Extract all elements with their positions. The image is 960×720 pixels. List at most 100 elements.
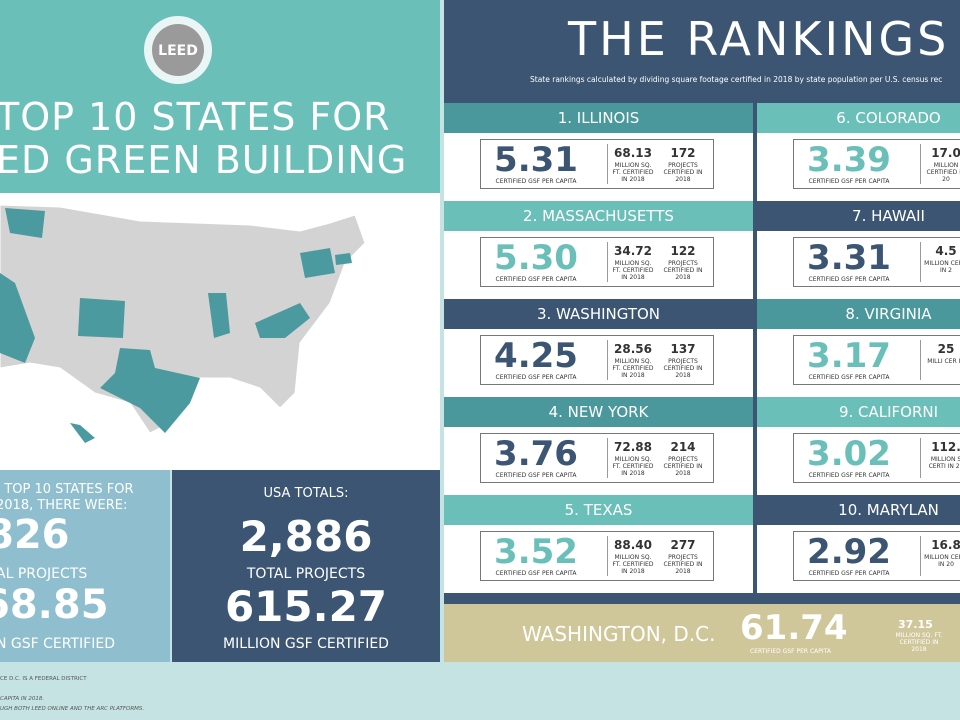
card-box: 3.76 CERTIFIED GSF PER CAPITA 72.88 MILLION… — [480, 433, 714, 483]
projects: 122 — [670, 244, 696, 258]
card-body: 5.31 CERTIFIED GSF PER CAPITA 68.13 MILLION… — [444, 133, 753, 201]
divider — [607, 144, 608, 184]
usa-panel: USA TOTALS: 2,886 TOTAL PROJECTS 615.27 … — [172, 470, 440, 662]
title: ED GREEN BUILDING — [0, 138, 408, 182]
divider — [607, 242, 608, 282]
card-box: 3.17 CERTIFIED GSF PER CAPITA 25 MILLI CER … — [793, 335, 960, 385]
sqft-label: MILLION CERTI IN 20 — [924, 554, 960, 568]
card-box: 3.39 CERTIFIED GSF PER CAPITA 17.0 MILLION … — [793, 139, 960, 189]
sqft: 28.56 — [614, 342, 652, 356]
card-header: 6. COLORADO — [757, 103, 960, 133]
card-header: 8. VIRGINIA — [757, 299, 960, 329]
sqft: 72.88 — [614, 440, 652, 454]
card-box: 2.92 CERTIFIED GSF PER CAPITA 16.8 MILLION … — [793, 531, 960, 581]
gsf: 3.02 — [807, 434, 891, 474]
card-body: 4.25 CERTIFIED GSF PER CAPITA 28.56 MILLION… — [444, 329, 753, 397]
sqft-label: MILLION CERTI IN 2 — [924, 260, 960, 274]
sqft: 16.8 — [931, 538, 960, 552]
ranking-card: 1. ILLINOIS 5.31 CERTIFIED GSF PER CAPITA 6… — [444, 103, 753, 201]
title: TOP 10 STATES FOR — [0, 95, 391, 139]
gsf-label: CERTIFIED GSF PER CAPITA — [808, 570, 890, 577]
divider — [607, 438, 608, 478]
gsf-label: CERTIFIED GSF PER CAPITA — [808, 276, 890, 283]
card-header: 2. MASSACHUSETTS — [444, 201, 753, 231]
projects-label: PROJECTS CERTIFIED IN 2018 — [663, 260, 703, 281]
card-header: 9. CALIFORNI — [757, 397, 960, 427]
state — [5, 208, 45, 238]
number: 68.85 — [0, 582, 109, 628]
gsf: 2.92 — [807, 532, 891, 572]
projects-label: PROJECTS CERTIFIED IN 2018 — [663, 456, 703, 477]
card-body: 3.02 CERTIFIED GSF PER CAPITA 112. MILLION … — [757, 427, 960, 495]
ranking-card: 8. VIRGINIA 3.17 CERTIFIED GSF PER CAPITA 2… — [757, 299, 960, 397]
card-header: 5. TEXAS — [444, 495, 753, 525]
footnotes: CE D.C. IS A FEDERAL DISTRICT CAPITA IN … — [0, 662, 960, 720]
dc-number: 61.74 — [740, 608, 848, 648]
state — [70, 423, 95, 443]
gsf: 3.17 — [807, 336, 891, 376]
sqft: 25 — [937, 342, 955, 356]
gsf: 3.31 — [807, 238, 891, 278]
projects: 137 — [670, 342, 696, 356]
card-body: 3.76 CERTIFIED GSF PER CAPITA 72.88 MILLION… — [444, 427, 753, 495]
projects-label: PROJECTS CERTIFIED IN 2018 — [663, 554, 703, 575]
sqft: 68.13 — [614, 146, 652, 160]
logo: LEED — [144, 16, 212, 84]
card-body: 3.17 CERTIFIED GSF PER CAPITA 25 MILLI CER … — [757, 329, 960, 397]
sqft: 4.5 — [935, 244, 957, 258]
divider — [920, 536, 921, 576]
state — [0, 273, 35, 363]
text: 2018, THERE WERE: — [0, 498, 128, 513]
state — [335, 253, 352, 265]
divider — [920, 242, 921, 282]
ranking-card: 3. WASHINGTON 4.25 CERTIFIED GSF PER CAPIT… — [444, 299, 753, 397]
map-area — [0, 193, 440, 470]
text: USA TOTALS: — [263, 486, 349, 501]
card-header: 7. HAWAII — [757, 201, 960, 231]
state — [255, 303, 310, 338]
card-box: 5.31 CERTIFIED GSF PER CAPITA 68.13 MILLION… — [480, 139, 714, 189]
rankings-panel: THE RANKINGS State rankings calculated b… — [444, 0, 960, 662]
projects: 277 — [670, 538, 696, 552]
gsf-label: CERTIFIED GSF PER CAPITA — [495, 472, 577, 479]
card-box: 5.30 CERTIFIED GSF PER CAPITA 34.72 MILLION… — [480, 237, 714, 287]
gsf-label: CERTIFIED GSF PER CAPITA — [808, 472, 890, 479]
ranking-card: 4. NEW YORK 3.76 CERTIFIED GSF PER CAPITA 7… — [444, 397, 753, 495]
sqft-label: MILLION SQ. FT. CERTIFIED IN 2018 — [612, 162, 654, 183]
gsf-label: CERTIFIED GSF PER CAPITA — [495, 178, 577, 185]
sqft: 88.40 — [614, 538, 652, 552]
subtitle: State rankings calculated by dividing sq… — [530, 75, 943, 84]
card-body: 3.52 CERTIFIED GSF PER CAPITA 88.40 MILLION… — [444, 525, 753, 593]
card-body: 2.92 CERTIFIED GSF PER CAPITA 16.8 MILLION … — [757, 525, 960, 593]
map — [0, 204, 366, 443]
sqft-label: MILLI CER IN — [927, 358, 960, 365]
text: E TOP 10 STATES FOR — [0, 482, 134, 497]
card-header: 10. MARYLAN — [757, 495, 960, 525]
gsf-label: CERTIFIED GSF PER CAPITA — [808, 374, 890, 381]
left-header: LEED TOP 10 STATES FOR ED GREEN BUILDING — [0, 0, 440, 193]
number: 2,886 — [239, 512, 373, 561]
ranking-card: 10. MARYLAN 2.92 CERTIFIED GSF PER CAPITA 1… — [757, 495, 960, 593]
top10-panel: E TOP 10 STATES FOR 2018, THERE WERE: 82… — [0, 470, 170, 662]
ranking-card: 2. MASSACHUSETTS 5.30 CERTIFIED GSF PER CA… — [444, 201, 753, 299]
projects-label: PROJECTS CERTIFIED IN 2018 — [663, 358, 703, 379]
gsf: 4.25 — [494, 336, 578, 376]
card-body: 3.39 CERTIFIED GSF PER CAPITA 17.0 MILLION … — [757, 133, 960, 201]
card-header: 4. NEW YORK — [444, 397, 753, 427]
gsf: 3.52 — [494, 532, 578, 572]
dc-sqft: 37.15 — [898, 618, 933, 631]
state — [78, 298, 125, 338]
projects: 172 — [670, 146, 696, 160]
rankings-title: THE RANKINGS — [568, 12, 950, 66]
gsf-label: CERTIFIED GSF PER CAPITA — [495, 570, 577, 577]
ranking-card: 7. HAWAII 3.31 CERTIFIED GSF PER CAPITA 4.5… — [757, 201, 960, 299]
gsf: 3.39 — [807, 140, 891, 180]
ranking-card: 6. COLORADO 3.39 CERTIFIED GSF PER CAPITA 1… — [757, 103, 960, 201]
state — [100, 348, 200, 433]
divider — [607, 340, 608, 380]
sqft: 34.72 — [614, 244, 652, 258]
dc-sqft-label: MILLION SQ. FT. CERTIFIED IN 2018 — [895, 632, 943, 653]
gsf-label: CERTIFIED GSF PER CAPITA — [808, 178, 890, 185]
footnote: UGH BOTH LEED ONLINE AND THE ARC PLATFOR… — [0, 706, 145, 712]
